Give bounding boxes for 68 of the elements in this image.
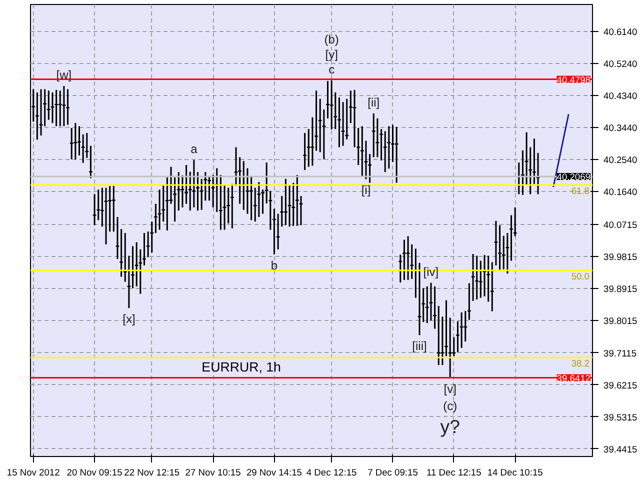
annotation: [v] bbox=[444, 382, 456, 396]
candlestick bbox=[470, 253, 476, 302]
candlestick bbox=[294, 174, 300, 227]
text: EURRUR, 1h bbox=[202, 360, 281, 374]
annotation: [ii] bbox=[368, 95, 380, 110]
y-tick-label: 39.8915 bbox=[604, 284, 638, 294]
candlestick bbox=[352, 89, 357, 148]
x-tick-label: 11 Dec 12:15 bbox=[426, 468, 482, 478]
candlestick bbox=[371, 112, 376, 158]
y-tick-label: 40.3440 bbox=[604, 123, 638, 134]
candlestick bbox=[406, 235, 410, 281]
candlestick bbox=[402, 239, 407, 281]
x-tick-label: 20 Nov 09:15 bbox=[66, 468, 122, 478]
y-tick-label: 39.4415 bbox=[604, 444, 638, 454]
x-tick-label: 22 Nov 12:15 bbox=[124, 468, 180, 478]
y-tick-label: 40.5240 bbox=[604, 59, 638, 70]
annotation: c bbox=[328, 62, 335, 76]
y-tick-label: 39.9815 bbox=[604, 252, 638, 262]
annotation: (c) bbox=[443, 399, 458, 414]
candlestick bbox=[497, 224, 502, 272]
y-tick-label: 39.5315 bbox=[604, 412, 638, 422]
candlestick bbox=[104, 187, 108, 246]
annotation: (b) bbox=[324, 32, 339, 46]
candlestick bbox=[69, 127, 74, 160]
candlestick bbox=[118, 228, 124, 278]
candlestick bbox=[88, 145, 94, 179]
annotation: a bbox=[190, 142, 198, 156]
annotation: b bbox=[270, 258, 278, 272]
candlestick bbox=[256, 181, 262, 218]
x-tick-label: 15 Nov 2012 bbox=[6, 468, 60, 478]
ref-line-label: 39.6412 bbox=[556, 373, 591, 384]
ref-line-label: 40.4798 bbox=[556, 74, 591, 85]
candlestick bbox=[62, 85, 66, 127]
candlestick bbox=[382, 130, 388, 173]
annotation: [w] bbox=[56, 68, 72, 82]
candlestick bbox=[38, 88, 44, 136]
candlestick bbox=[494, 220, 498, 266]
annotation: [x] bbox=[122, 312, 136, 326]
x-tick-label: 7 Dec 09:15 bbox=[368, 468, 418, 478]
y-tick-label: 39.7115 bbox=[604, 348, 637, 358]
candlestick bbox=[92, 193, 97, 226]
candlestick bbox=[306, 128, 311, 168]
candlestick bbox=[157, 188, 162, 231]
annotation: 50.0 bbox=[571, 271, 590, 282]
x-tick-label: 4 Dec 12:15 bbox=[306, 468, 357, 478]
x-tick-label: 14 Dec 10:15 bbox=[487, 468, 543, 478]
x-tick-label: 27 Nov 10:15 bbox=[185, 468, 241, 478]
annotation: [y] bbox=[325, 47, 338, 62]
y-tick-label: 40.1640 bbox=[604, 187, 638, 198]
candlestick bbox=[111, 185, 116, 232]
x-tick-label: 29 Nov 14:15 bbox=[246, 468, 302, 478]
candlestick bbox=[340, 101, 346, 147]
y-tick-label: 40.6140 bbox=[604, 27, 638, 38]
y-tick-label: 39.8015 bbox=[604, 316, 638, 326]
annotation: [i] bbox=[361, 183, 371, 198]
y-tick-label: 40.0715 bbox=[604, 220, 638, 230]
annotation: 61.8 bbox=[571, 186, 590, 196]
candlestick bbox=[65, 88, 70, 126]
annotation: [iii] bbox=[412, 339, 427, 354]
y-tick-label: 40.4340 bbox=[604, 91, 638, 102]
y-tick-label: 39.6215 bbox=[604, 380, 638, 390]
candlestick bbox=[360, 125, 364, 178]
annotation: 38.2 bbox=[571, 358, 590, 369]
y-tick-label: 40.2540 bbox=[604, 155, 638, 166]
ref-line-label: 40.2069 bbox=[556, 172, 591, 182]
candlestick bbox=[336, 96, 342, 148]
annotation: y? bbox=[440, 416, 460, 438]
candlestick bbox=[329, 80, 334, 130]
